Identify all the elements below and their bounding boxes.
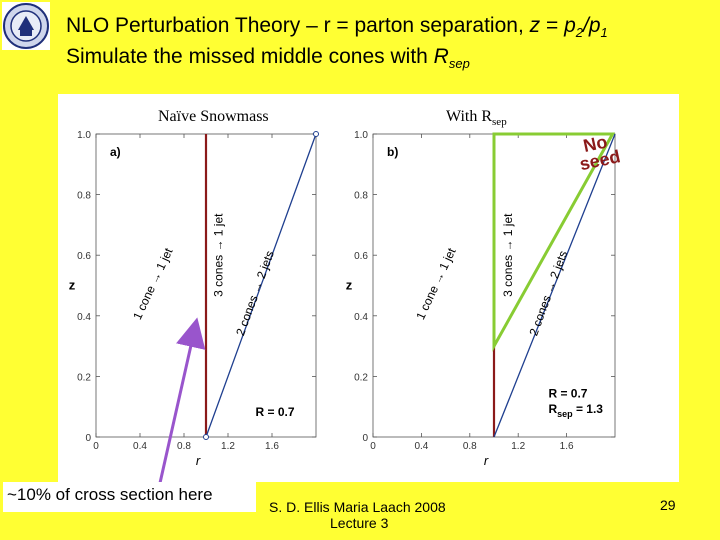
y-tick-label: 0.4 xyxy=(77,312,91,323)
x-axis-label: r xyxy=(484,453,489,468)
rsep-annotation: Rsep = 1.3 xyxy=(548,402,603,419)
endpoint-marker xyxy=(203,434,209,440)
pointer-arrow xyxy=(158,317,206,484)
y-tick-label: 0.8 xyxy=(354,191,368,202)
y-tick-label: 0.6 xyxy=(354,251,368,262)
series-line xyxy=(205,133,317,438)
y-tick-label: 0.8 xyxy=(77,191,91,202)
x-tick-label: 0.8 xyxy=(463,441,477,452)
y-tick-label: 0.4 xyxy=(354,312,368,323)
panel-b-caption: With Rsep xyxy=(446,108,507,129)
x-tick-label: 0 xyxy=(370,441,376,452)
y-tick-label: 1.0 xyxy=(77,130,91,141)
region-label: 3 cones → 1 jet xyxy=(212,213,226,297)
endpoint-marker xyxy=(313,131,319,137)
panel-a-caption: Naïve Snowmass xyxy=(158,108,269,125)
university-seal-icon xyxy=(2,2,50,50)
x-tick-label: 1.6 xyxy=(560,441,574,452)
r-annotation: R = 0.7 xyxy=(548,387,587,401)
y-tick-label: 0 xyxy=(85,433,91,444)
no-seed-triangle xyxy=(492,132,616,352)
x-tick-label: 0.8 xyxy=(177,441,191,452)
y-tick-label: 0 xyxy=(362,433,368,444)
y-axis-label: z xyxy=(69,278,76,293)
x-tick-label: 0 xyxy=(93,441,99,452)
page-number: 29 xyxy=(660,497,676,513)
x-tick-label: 0.4 xyxy=(133,441,147,452)
cross-section-note: ~10% of cross section here xyxy=(3,482,256,512)
r-annotation: R = 0.7 xyxy=(256,405,295,419)
panel-tag: b) xyxy=(387,145,398,159)
x-tick-label: 1.2 xyxy=(511,441,525,452)
panel-tag: a) xyxy=(110,145,121,159)
slide-title-line2: Simulate the missed middle cones with Rs… xyxy=(66,45,470,72)
x-tick-label: 1.6 xyxy=(265,441,279,452)
footer-author: S. D. Ellis Maria Laach 2008 xyxy=(269,499,446,515)
y-tick-label: 0.2 xyxy=(77,372,91,383)
region-label: 3 cones → 1 jet xyxy=(501,213,515,297)
seed-text-line1: No xyxy=(581,132,609,157)
x-tick-label: 1.2 xyxy=(221,441,235,452)
series-line xyxy=(493,133,616,438)
y-tick-label: 0.2 xyxy=(354,372,368,383)
y-tick-label: 0.6 xyxy=(77,251,91,262)
x-tick-label: 0.4 xyxy=(414,441,428,452)
footer-lecture: Lecture 3 xyxy=(330,515,389,531)
y-tick-label: 1.0 xyxy=(354,130,368,141)
x-axis-label: r xyxy=(196,453,201,468)
slide-title-line1: NLO Perturbation Theory – r = parton sep… xyxy=(66,14,608,41)
y-axis-label: z xyxy=(346,278,353,293)
overlays xyxy=(158,317,206,484)
